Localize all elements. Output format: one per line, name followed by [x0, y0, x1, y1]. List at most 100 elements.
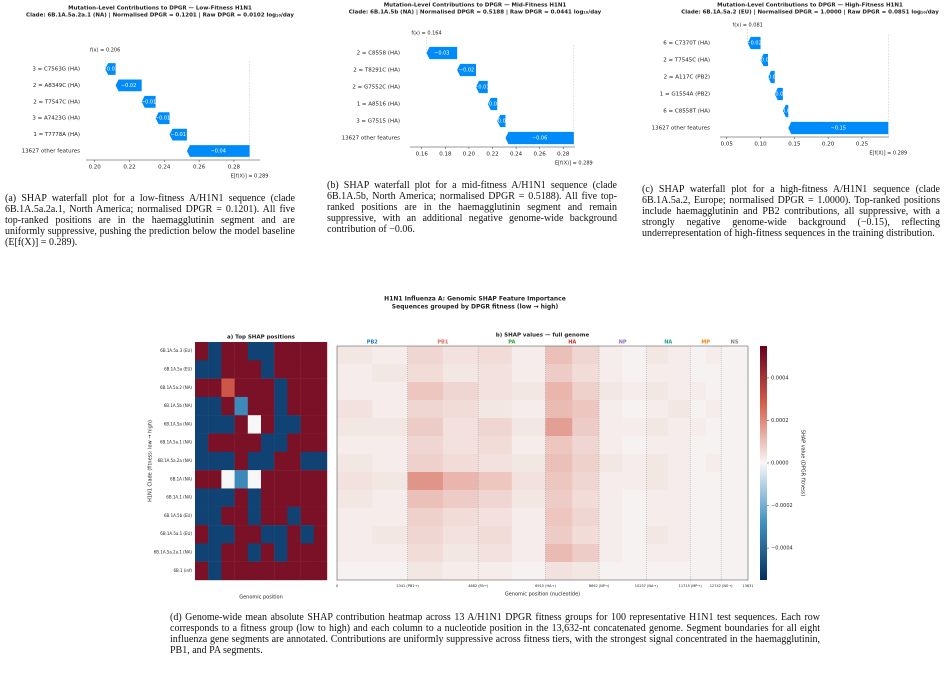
row-label: 6B.1A.5a (NA) [164, 421, 193, 426]
heat-cell [208, 488, 222, 507]
heat-cell [221, 433, 235, 453]
category-label: 3 = C7563G (HA) [32, 67, 80, 73]
heat-cell [287, 525, 301, 544]
figure-subtitle: Sequences grouped by DPGR fitness (low →… [392, 304, 559, 311]
heat-cell [599, 346, 623, 365]
heat-cell [407, 562, 444, 581]
bar [782, 104, 789, 118]
heat-cell [313, 525, 328, 544]
fx-label: f(x) = 0.206 [90, 48, 120, 54]
heat-cell [300, 470, 314, 489]
heat-cell [287, 506, 301, 526]
segment-label: MP [701, 340, 710, 346]
category-label: 2 = T7547C (HA) [33, 99, 80, 105]
heat-cell [195, 506, 209, 526]
x-tick-label: 0.24 [158, 165, 171, 171]
heat-cell [599, 526, 623, 545]
heat-cell [208, 561, 222, 581]
bar [155, 112, 170, 125]
heat-cell [208, 396, 222, 416]
heat-cell [734, 490, 749, 509]
heat-cell [247, 451, 262, 471]
category-label: 3 = G7515 (HA) [356, 119, 400, 125]
heat-cell [721, 346, 735, 365]
heat-cell [734, 346, 749, 365]
heat-cell [407, 382, 444, 401]
heat-cell [668, 562, 691, 581]
value-label: −0.04 [211, 149, 226, 155]
heat-cell [511, 400, 546, 419]
heat-cell [705, 382, 722, 401]
heat-cell [221, 451, 235, 471]
heat-cell [208, 360, 222, 379]
heat-cell [313, 451, 328, 471]
heat-cell [407, 364, 444, 383]
heat-cell [545, 382, 573, 401]
x-tick-label: 0.28 [228, 165, 241, 171]
heat-cell [599, 544, 623, 563]
x-tick-label: 0 [336, 584, 338, 588]
chart-subtitle: Clade: 6B.1A.5a.2 (EU) | Normalised DPGR… [681, 10, 939, 16]
heat-cell [247, 342, 262, 361]
heat-cell [622, 436, 647, 455]
row-label: 6B.1A.5b (EU) [164, 513, 192, 518]
heat-cell [372, 382, 408, 401]
x-tick-label: 0.22 [486, 152, 498, 158]
heat-cell [668, 454, 691, 473]
heat-cell [668, 364, 691, 383]
chart-title: Mutation-Level Contributions to DPGR — L… [68, 6, 252, 12]
heat-cell [261, 506, 275, 526]
heat-cell [734, 436, 749, 455]
bar [774, 87, 783, 101]
heat-cell [221, 525, 235, 544]
heat-cell [208, 378, 222, 398]
heat-cell [442, 508, 479, 527]
heat-cell [247, 433, 262, 453]
heat-cell [372, 508, 408, 527]
heat-cell [247, 360, 262, 379]
bar [760, 53, 768, 67]
category-label: 3 = A7423G (HA) [32, 116, 80, 122]
heat-cell [247, 378, 262, 398]
value-label: −0.01 [494, 119, 509, 125]
heat-cell [221, 470, 235, 489]
heat-cell [734, 472, 749, 491]
heat-cell [247, 543, 262, 562]
heat-cell [721, 436, 735, 455]
caption: (c) SHAP waterfall plot for a high-fitne… [642, 184, 940, 239]
heat-cell [478, 508, 513, 527]
base-label: E[f(X)] = 0.289 [231, 174, 269, 180]
x-tick-label: 13631 [742, 584, 753, 588]
heat-cell [195, 488, 209, 507]
heat-cell [572, 454, 600, 473]
heat-cell [208, 506, 222, 526]
heat-cell [313, 543, 328, 562]
heat-cell [622, 544, 647, 563]
heat-cell [337, 364, 373, 383]
heat-cell [478, 418, 513, 437]
heat-cell [442, 490, 479, 509]
heat-cell [734, 382, 749, 401]
heat-cell [407, 454, 444, 473]
bar [115, 79, 142, 92]
heat-cell [337, 472, 373, 491]
category-label: 2 = G7552C (HA) [352, 85, 400, 91]
heat-cell [705, 454, 722, 473]
heat-cell [478, 382, 513, 401]
heat-cell [721, 418, 735, 437]
heat-cell [407, 508, 444, 527]
heat-cell [668, 472, 691, 491]
heat-cell [337, 508, 373, 527]
segment-label: PB2 [367, 340, 378, 346]
heat-cell [234, 396, 248, 416]
category-label: 2 = A8349C (HA) [33, 83, 80, 89]
segment-label: PB1 [437, 340, 448, 346]
row-label: 6B.1A.5a.1 (EU) [160, 531, 192, 536]
heat-cell [705, 562, 722, 581]
value-label: −0.01 [757, 58, 772, 64]
heat-cell [572, 472, 600, 491]
heat-cell [261, 561, 275, 581]
heat-cell [287, 360, 301, 379]
heat-cell [478, 454, 513, 473]
heat-cell [690, 346, 706, 365]
